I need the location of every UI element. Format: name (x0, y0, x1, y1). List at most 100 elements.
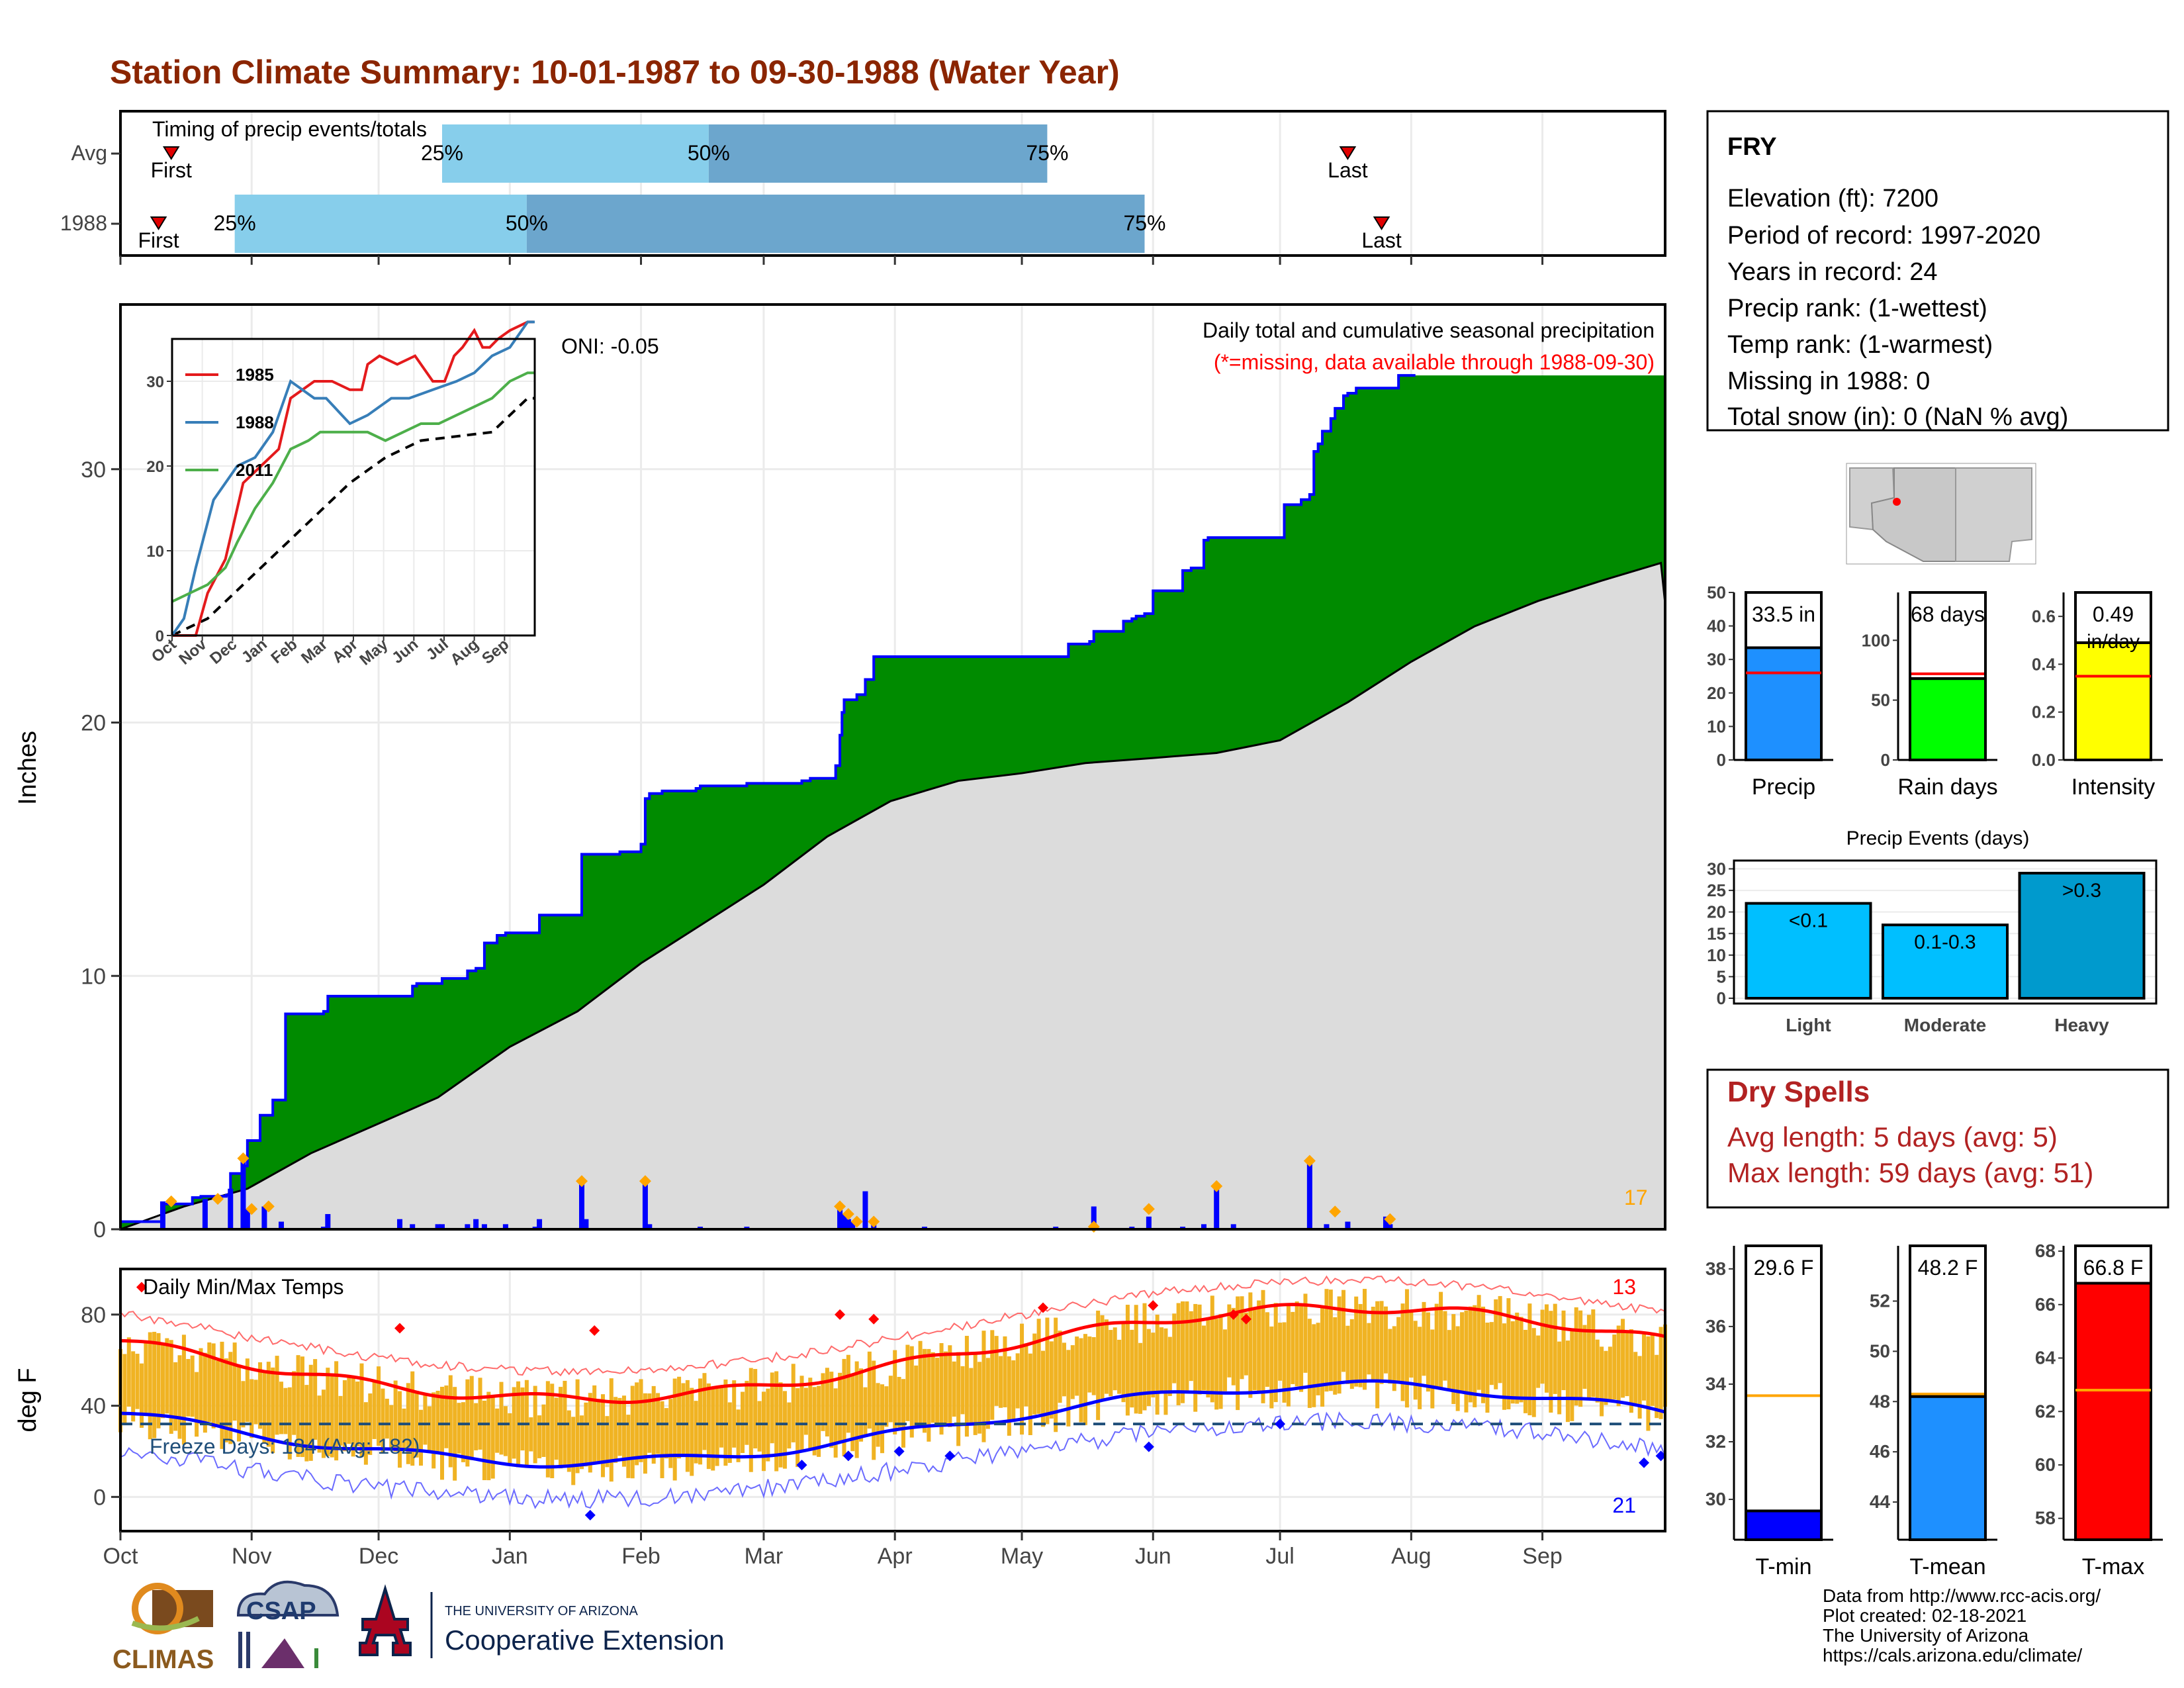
temp-ytick-label-80: 80 (81, 1303, 106, 1328)
temp-day-bar-295 (1367, 1323, 1371, 1375)
timing-first-label-1988: First (138, 228, 179, 252)
temp-day-bar-230 (1091, 1336, 1096, 1395)
temp-day-bar-115 (605, 1416, 610, 1468)
temp-day-bar-243 (1146, 1329, 1151, 1407)
temp-day-bar-171 (842, 1358, 846, 1457)
timing-label-75-Avg: 75% (1026, 141, 1068, 165)
temp-day-bar-335 (1536, 1335, 1541, 1388)
temp-day-bar-45 (308, 1364, 313, 1461)
inset-ytick-label-30: 30 (146, 373, 164, 391)
daily-precip-bar-35 (1146, 1216, 1152, 1229)
temp-day-bar-217 (1036, 1319, 1041, 1414)
precip-event-diamond-1 (212, 1193, 224, 1205)
temp-ytick-label-0: 0 (93, 1485, 106, 1510)
temp-day-bar-83 (469, 1376, 474, 1460)
timing-label-50-1988: 50% (506, 211, 548, 235)
temp-day-bar-328 (1506, 1298, 1511, 1409)
temp-day-bar-2 (126, 1337, 131, 1407)
temp-day-bar-152 (761, 1391, 766, 1472)
temp-summary-tmax-frame (2074, 1244, 2152, 1285)
temp-day-bar-234 (1109, 1330, 1113, 1397)
daily-precip-bar-27 (845, 1219, 851, 1229)
temp-day-bar-34 (262, 1371, 267, 1444)
temp-day-bar-176 (863, 1387, 868, 1436)
events-ytick-label-20: 20 (1707, 902, 1726, 922)
precip-event-diamond-15 (1329, 1205, 1342, 1218)
temp-day-bar-357 (1629, 1329, 1633, 1413)
temp-day-bar-181 (884, 1386, 889, 1427)
temp-day-bar-282 (1312, 1324, 1316, 1407)
temp-day-bar-210 (1007, 1356, 1011, 1436)
temp-day-bar-148 (745, 1380, 749, 1445)
summary-precip-frame (1745, 591, 1823, 649)
temp-hot-diamond-2 (589, 1325, 600, 1336)
temp-day-bar-337 (1544, 1304, 1549, 1393)
temp-day-bar-78 (448, 1375, 453, 1468)
temp-day-bar-62 (381, 1388, 385, 1453)
temp-day-bar-100 (541, 1404, 546, 1457)
temp-day-bar-69 (410, 1371, 415, 1466)
precip-event-diamond-0 (165, 1195, 177, 1207)
climatology-area (120, 561, 1666, 1231)
temp-day-bar-121 (630, 1385, 635, 1479)
temp-day-bar-298 (1379, 1301, 1384, 1384)
timing-title: Timing of precip events/totals (152, 117, 427, 141)
temp-day-bar-3 (131, 1351, 136, 1422)
precip-event-diamond-9 (850, 1215, 863, 1228)
ua-block-a-icon (359, 1584, 412, 1656)
temp-day-bar-299 (1383, 1306, 1388, 1374)
temp-day-bar-42 (296, 1355, 300, 1457)
summary-precip-ytick-label-4: 40 (1707, 616, 1726, 636)
temp-day-bar-77 (444, 1385, 449, 1448)
timing-q25-q50-bar-1988 (234, 195, 527, 253)
temp-day-bar-187 (909, 1346, 914, 1438)
timing-q25-q50-bar-Avg (441, 124, 709, 183)
precip-y-label: Inches (14, 731, 42, 805)
temp-day-bar-172 (846, 1354, 850, 1433)
temp-day-bar-138 (702, 1373, 707, 1450)
timing-last-label-Avg: Last (1328, 158, 1368, 182)
events-ytick-label-30: 30 (1707, 859, 1726, 879)
temp-day-bar-32 (253, 1380, 258, 1425)
temp-day-bar-142 (719, 1385, 724, 1448)
temp-day-bar-349 (1595, 1339, 1600, 1403)
precip-event-diamond-2 (237, 1152, 250, 1164)
temp-day-bar-86 (482, 1400, 486, 1481)
temp-day-bar-132 (677, 1376, 682, 1459)
temp-day-bar-197 (952, 1361, 956, 1417)
temp-day-bar-308 (1422, 1301, 1426, 1376)
daily-precip-bar-28 (850, 1221, 856, 1229)
temp-day-bar-111 (588, 1393, 592, 1473)
temp-day-bar-252 (1185, 1301, 1189, 1393)
temp-day-bar-281 (1307, 1319, 1312, 1408)
temp-day-bar-56 (355, 1382, 360, 1446)
temp-day-bar-109 (580, 1415, 584, 1470)
temp-day-bar-258 (1210, 1295, 1214, 1403)
temp-day-bar-216 (1032, 1333, 1037, 1415)
temp-day-bar-364 (1659, 1327, 1663, 1419)
temp-day-bar-336 (1540, 1309, 1545, 1384)
temp-day-bar-104 (559, 1387, 563, 1469)
temp-day-bar-220 (1049, 1341, 1054, 1419)
summary-rain-days-ytick-label-2: 100 (1862, 630, 1890, 650)
events-border (1733, 859, 2158, 1005)
summary-intensity-value-label: 0.49 (2093, 602, 2134, 626)
temp-day-bar-302 (1396, 1317, 1401, 1381)
temp-day-bar-80 (457, 1403, 461, 1454)
temp-day-bar-17 (190, 1355, 195, 1417)
temp-day-bar-13 (173, 1362, 178, 1431)
temp-day-bar-65 (393, 1380, 398, 1452)
temp-summary-tmin-ytick-label-1: 32 (1706, 1431, 1726, 1452)
temp-day-bar-332 (1523, 1329, 1527, 1413)
precip-event-diamond-13 (1210, 1180, 1223, 1192)
daily-precip-bar-19 (579, 1181, 585, 1229)
temp-day-bar-51 (334, 1361, 339, 1461)
daily-precip-bar-6 (278, 1221, 284, 1229)
temp-day-bar-75 (435, 1390, 440, 1454)
csap-bar-2 (246, 1632, 250, 1668)
temp-day-bar-79 (453, 1387, 457, 1481)
temp-day-bar-114 (600, 1394, 605, 1477)
temp-day-bar-124 (643, 1393, 647, 1474)
record-min-line (120, 1411, 1666, 1509)
inset-xtick-label-oct: Oct (148, 635, 180, 666)
